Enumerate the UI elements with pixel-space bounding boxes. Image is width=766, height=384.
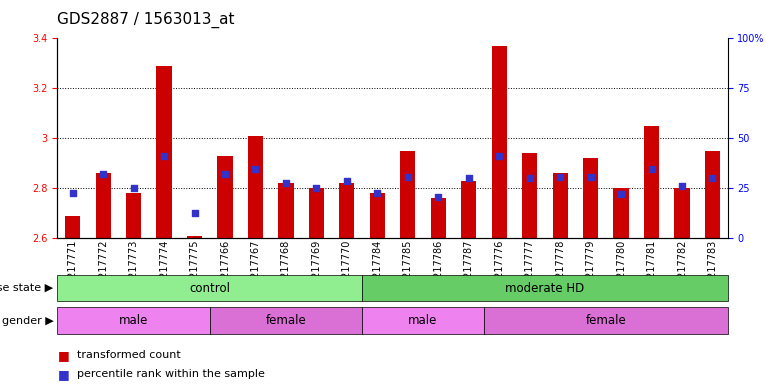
Bar	[309, 188, 324, 238]
Text: male: male	[119, 314, 149, 327]
Point	[250, 166, 262, 172]
Bar	[156, 66, 172, 238]
Text: percentile rank within the sample: percentile rank within the sample	[77, 369, 264, 379]
Bar	[583, 158, 598, 238]
Text: female: female	[585, 314, 627, 327]
Point	[584, 174, 597, 180]
Text: moderate HD: moderate HD	[506, 281, 584, 295]
Text: control: control	[189, 281, 231, 295]
Text: transformed count: transformed count	[77, 350, 180, 360]
Point	[97, 171, 110, 177]
Point	[493, 152, 506, 159]
Point	[554, 174, 566, 180]
Point	[188, 210, 201, 216]
Bar	[644, 126, 660, 238]
Point	[341, 177, 353, 184]
Point	[401, 174, 414, 180]
Point	[158, 152, 170, 159]
Point	[67, 190, 79, 196]
Bar	[339, 183, 355, 238]
Text: ■: ■	[57, 349, 69, 362]
Point	[280, 180, 292, 186]
Point	[310, 185, 322, 191]
Point	[127, 185, 139, 191]
Point	[219, 171, 231, 177]
Point	[676, 182, 688, 189]
Bar	[430, 198, 446, 238]
Bar	[65, 216, 80, 238]
Text: disease state ▶: disease state ▶	[0, 283, 54, 293]
Bar	[522, 153, 537, 238]
Text: female: female	[266, 314, 306, 327]
Bar	[218, 156, 233, 238]
Bar	[461, 180, 476, 238]
Text: male: male	[408, 314, 437, 327]
Point	[706, 175, 719, 181]
Point	[615, 191, 627, 197]
Point	[463, 175, 475, 181]
Bar	[552, 173, 568, 238]
Bar	[674, 188, 689, 238]
Bar	[248, 136, 263, 238]
Point	[372, 190, 384, 196]
Text: ■: ■	[57, 368, 69, 381]
Point	[523, 175, 535, 181]
Bar	[614, 188, 629, 238]
Bar	[370, 193, 385, 238]
Bar	[278, 183, 293, 238]
Text: GDS2887 / 1563013_at: GDS2887 / 1563013_at	[57, 12, 235, 28]
Bar	[705, 151, 720, 238]
Bar	[492, 46, 507, 238]
Text: gender ▶: gender ▶	[2, 316, 54, 326]
Bar	[187, 236, 202, 238]
Bar	[96, 173, 111, 238]
Bar	[400, 151, 415, 238]
Bar	[126, 193, 141, 238]
Point	[646, 166, 658, 172]
Point	[432, 194, 444, 200]
